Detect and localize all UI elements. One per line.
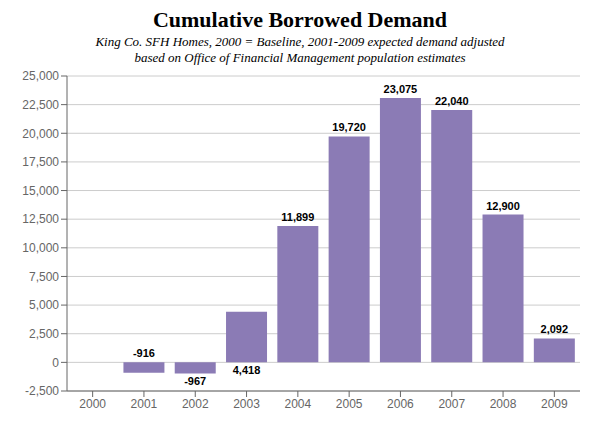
svg-text:-967: -967 <box>184 375 206 387</box>
svg-text:10,000: 10,000 <box>22 241 59 255</box>
svg-text:19,720: 19,720 <box>332 121 366 133</box>
svg-text:7,500: 7,500 <box>29 270 59 284</box>
svg-text:2003: 2003 <box>233 397 260 411</box>
svg-text:0: 0 <box>52 356 59 370</box>
html-text:Cumulative Borrowed Demand: Cumulative Borrowed Demand <box>152 7 448 32</box>
svg-text:25,000: 25,000 <box>22 69 59 83</box>
svg-text:22,500: 22,500 <box>22 98 59 112</box>
html-text:King Co. SFH Homes, 2000 = Bas: King Co. SFH Homes, 2000 = Baseline, 200… <box>95 34 505 49</box>
svg-text:-916: -916 <box>133 347 155 359</box>
svg-text:2000: 2000 <box>79 397 106 411</box>
svg-text:23,075: 23,075 <box>384 83 418 95</box>
svg-text:4,418: 4,418 <box>233 364 261 376</box>
svg-text:12,500: 12,500 <box>22 212 59 226</box>
svg-text:20,000: 20,000 <box>22 127 59 141</box>
svg-text:2,092: 2,092 <box>541 323 569 335</box>
svg-text:-2,500: -2,500 <box>25 384 59 398</box>
svg-text:2007: 2007 <box>438 397 465 411</box>
svg-text:15,000: 15,000 <box>22 184 59 198</box>
svg-text:2008: 2008 <box>490 397 517 411</box>
svg-text:17,500: 17,500 <box>22 155 59 169</box>
svg-text:2,500: 2,500 <box>29 327 59 341</box>
svg-text:5,000: 5,000 <box>29 298 59 312</box>
svg-text:22,040: 22,040 <box>435 95 469 107</box>
svg-text:2005: 2005 <box>336 397 363 411</box>
svg-text:11,899: 11,899 <box>281 211 314 223</box>
svg-text:2006: 2006 <box>387 397 414 411</box>
svg-text:12,900: 12,900 <box>486 200 520 212</box>
html-text:based on Office of Financial M: based on Office of Financial Management … <box>134 50 466 65</box>
svg-text:2004: 2004 <box>284 397 311 411</box>
svg-text:2009: 2009 <box>541 397 568 411</box>
svg-text:2002: 2002 <box>182 397 209 411</box>
svg-text:2001: 2001 <box>131 397 158 411</box>
